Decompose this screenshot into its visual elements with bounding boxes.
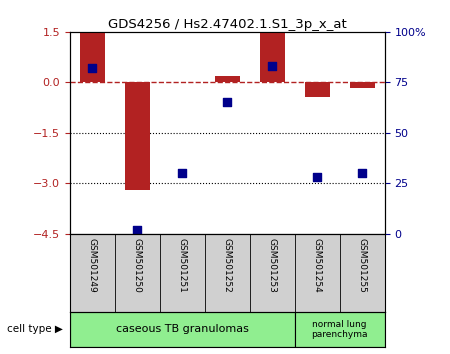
Bar — [70, 312, 295, 347]
Text: GSM501251: GSM501251 — [178, 238, 187, 292]
Text: normal lung
parenchyma: normal lung parenchyma — [311, 320, 368, 339]
Point — [89, 65, 96, 71]
Text: GSM501250: GSM501250 — [133, 238, 142, 292]
Point — [269, 63, 276, 69]
Point — [359, 170, 366, 176]
Point — [224, 99, 231, 105]
Point — [134, 227, 141, 233]
Text: cell type ▶: cell type ▶ — [7, 324, 63, 334]
Bar — [305, 82, 329, 97]
Text: GSM501254: GSM501254 — [313, 238, 322, 292]
Text: GSM501252: GSM501252 — [223, 238, 232, 292]
Bar — [350, 82, 374, 88]
Text: caseous TB granulomas: caseous TB granulomas — [116, 324, 249, 334]
Bar — [125, 82, 149, 190]
Point — [314, 174, 321, 180]
Title: GDS4256 / Hs2.47402.1.S1_3p_x_at: GDS4256 / Hs2.47402.1.S1_3p_x_at — [108, 18, 346, 31]
Text: GSM501255: GSM501255 — [358, 238, 367, 292]
Bar — [295, 312, 385, 347]
Text: GSM501249: GSM501249 — [88, 238, 97, 292]
Bar — [215, 75, 239, 82]
Bar — [80, 33, 104, 82]
Point — [179, 170, 186, 176]
Text: GSM501253: GSM501253 — [268, 238, 277, 292]
Bar — [260, 32, 284, 82]
